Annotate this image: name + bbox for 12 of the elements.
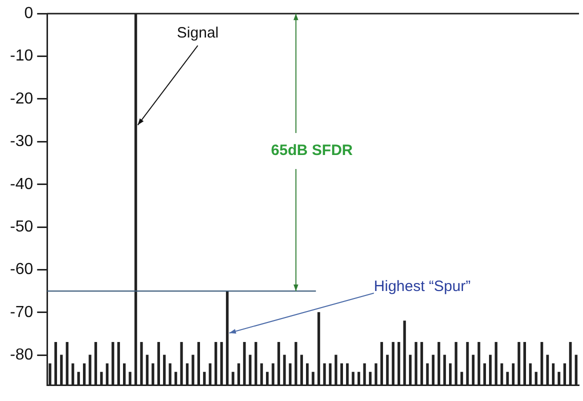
y-tick-label: -30 xyxy=(10,133,34,150)
y-tick-label: -60 xyxy=(10,261,34,278)
y-tick-label: -10 xyxy=(10,48,34,65)
y-tick-label: -20 xyxy=(10,90,34,108)
annotation: Signal xyxy=(176,24,219,42)
y-tick-label: -40 xyxy=(10,176,34,193)
y-tick-label: -70 xyxy=(10,304,34,321)
y-tick-label: 0 xyxy=(24,5,34,22)
annotation: 65dB SFDR xyxy=(271,142,353,160)
y-tick-label: -80 xyxy=(10,346,34,364)
y-tick-label: -50 xyxy=(10,218,34,236)
annotation: Highest “Spur” xyxy=(374,278,471,296)
